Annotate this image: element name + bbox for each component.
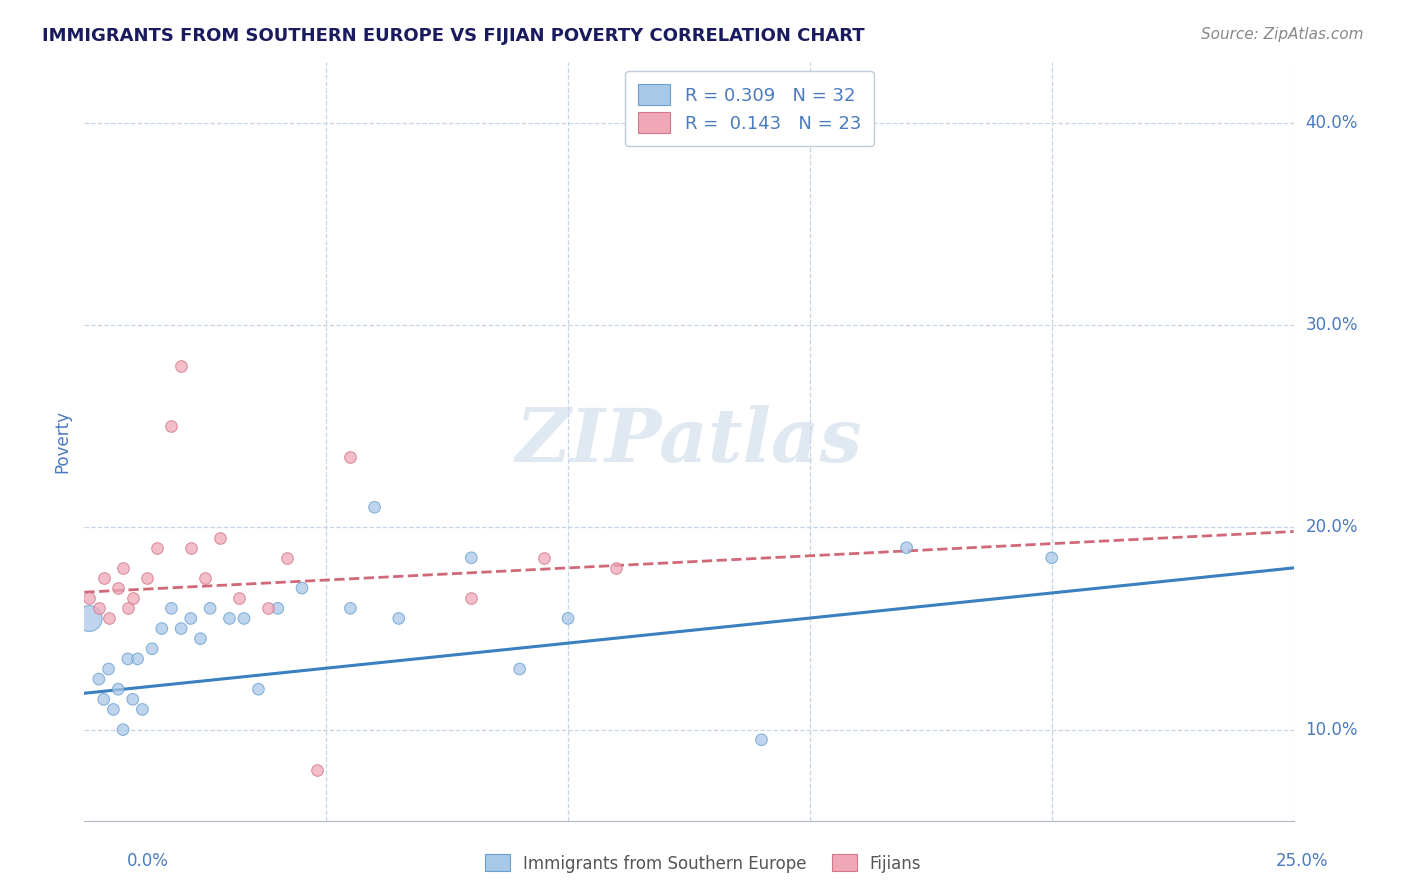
Point bbox=[112, 561, 135, 575]
Point bbox=[141, 641, 163, 656]
Point bbox=[276, 550, 298, 565]
Point bbox=[170, 359, 193, 373]
Point bbox=[103, 702, 125, 716]
Text: IMMIGRANTS FROM SOUTHERN EUROPE VS FIJIAN POVERTY CORRELATION CHART: IMMIGRANTS FROM SOUTHERN EUROPE VS FIJIA… bbox=[42, 27, 865, 45]
Point bbox=[190, 632, 212, 646]
Point bbox=[117, 652, 139, 666]
Legend: Immigrants from Southern Europe, Fijians: Immigrants from Southern Europe, Fijians bbox=[478, 847, 928, 880]
Point bbox=[180, 611, 202, 625]
Point bbox=[557, 611, 579, 625]
Point bbox=[180, 541, 202, 555]
Point bbox=[87, 672, 110, 686]
Point bbox=[121, 692, 143, 706]
Point bbox=[160, 601, 183, 615]
Text: ZIPatlas: ZIPatlas bbox=[516, 405, 862, 478]
Point bbox=[107, 581, 129, 595]
Point bbox=[228, 591, 250, 606]
Point bbox=[460, 550, 482, 565]
Point bbox=[93, 571, 115, 585]
Point bbox=[605, 561, 627, 575]
Point bbox=[247, 682, 270, 697]
Point bbox=[339, 450, 361, 464]
Point bbox=[363, 500, 385, 515]
Point bbox=[751, 732, 773, 747]
Text: 40.0%: 40.0% bbox=[1306, 114, 1358, 132]
Point bbox=[218, 611, 240, 625]
Text: 30.0%: 30.0% bbox=[1306, 317, 1358, 334]
Point bbox=[97, 662, 120, 676]
Point bbox=[339, 601, 361, 615]
Point bbox=[305, 763, 328, 777]
Text: 10.0%: 10.0% bbox=[1306, 721, 1358, 739]
Point bbox=[896, 541, 918, 555]
Point bbox=[77, 591, 100, 606]
Point bbox=[194, 571, 217, 585]
Text: 0.0%: 0.0% bbox=[127, 852, 169, 870]
Point bbox=[112, 723, 135, 737]
Point bbox=[208, 531, 231, 545]
Y-axis label: Poverty: Poverty bbox=[53, 410, 72, 473]
Point bbox=[131, 702, 153, 716]
Text: Source: ZipAtlas.com: Source: ZipAtlas.com bbox=[1201, 27, 1364, 42]
Point bbox=[291, 581, 314, 595]
Point bbox=[107, 682, 129, 697]
Point bbox=[150, 622, 173, 636]
Point bbox=[117, 601, 139, 615]
Point bbox=[127, 652, 149, 666]
Point bbox=[460, 591, 482, 606]
Text: 25.0%: 25.0% bbox=[1277, 852, 1329, 870]
Point bbox=[257, 601, 280, 615]
Point bbox=[97, 611, 120, 625]
Point bbox=[170, 622, 193, 636]
Point bbox=[93, 692, 115, 706]
Point bbox=[533, 550, 555, 565]
Point bbox=[146, 541, 169, 555]
Point bbox=[121, 591, 143, 606]
Point bbox=[509, 662, 531, 676]
Legend: R = 0.309   N = 32, R =  0.143   N = 23: R = 0.309 N = 32, R = 0.143 N = 23 bbox=[626, 71, 873, 145]
Point bbox=[77, 611, 100, 625]
Point bbox=[136, 571, 159, 585]
Point bbox=[198, 601, 221, 615]
Point bbox=[267, 601, 290, 615]
Text: 20.0%: 20.0% bbox=[1306, 518, 1358, 536]
Point bbox=[1040, 550, 1063, 565]
Point bbox=[160, 419, 183, 434]
Point bbox=[87, 601, 110, 615]
Point bbox=[388, 611, 411, 625]
Point bbox=[233, 611, 256, 625]
